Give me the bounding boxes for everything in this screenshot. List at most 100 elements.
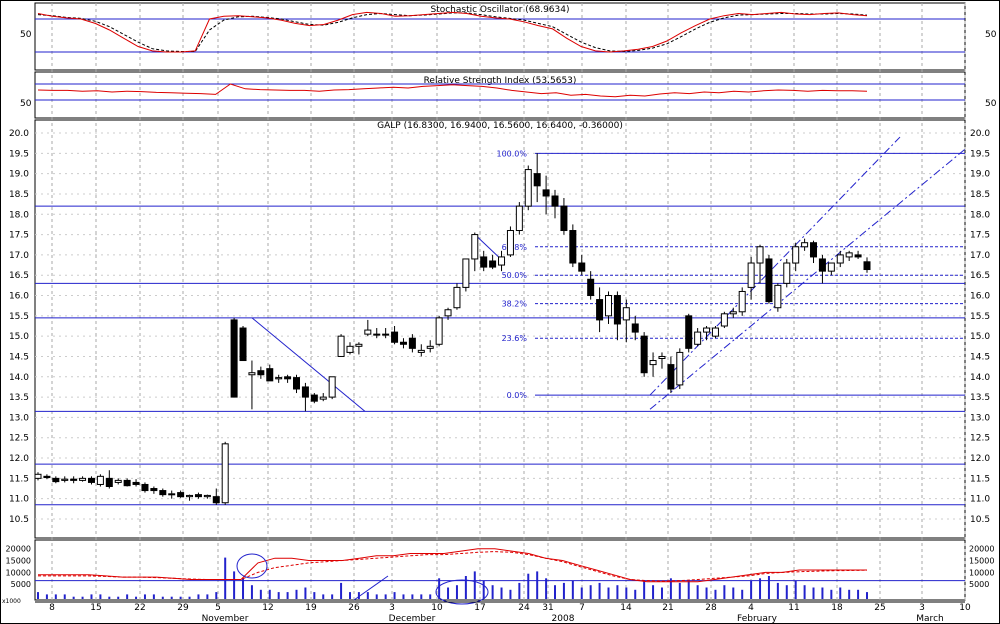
candle-body bbox=[676, 351, 684, 386]
volume-tick-right: 5000 bbox=[969, 580, 989, 589]
candle-body bbox=[275, 377, 283, 380]
candle-body bbox=[248, 372, 256, 376]
y-tick-right: 19.0 bbox=[970, 170, 990, 180]
x-tick-label: 22 bbox=[134, 603, 145, 613]
volume-tick-left: 5000 bbox=[11, 580, 31, 589]
candle-body bbox=[328, 376, 336, 398]
candle-body bbox=[221, 443, 229, 504]
candle-body bbox=[212, 496, 220, 504]
candle-body bbox=[123, 479, 131, 487]
x-tick-label: 14 bbox=[620, 603, 632, 613]
trend-line bbox=[251, 317, 366, 412]
fibonacci-label: 61.8% bbox=[502, 243, 528, 252]
y-tick-right: 17.5 bbox=[970, 231, 990, 241]
x-tick-label: 11 bbox=[788, 603, 799, 613]
candle-body bbox=[435, 317, 443, 345]
candle-body bbox=[596, 299, 604, 321]
volume-ma-fast bbox=[38, 548, 867, 583]
candle-body bbox=[631, 323, 639, 333]
candle-body bbox=[801, 242, 809, 248]
y-tick-left: 20.0 bbox=[9, 129, 29, 139]
candle-body bbox=[301, 386, 309, 398]
price-title: GALP (16.8300, 16.9400, 16.5600, 16.6400… bbox=[377, 121, 623, 131]
volume-ma-slow bbox=[38, 551, 868, 582]
y-tick-right: 10.5 bbox=[970, 515, 990, 525]
y-tick-left: 10.5 bbox=[9, 515, 29, 525]
volume-tick-right: 10000 bbox=[969, 568, 994, 577]
candle-body bbox=[533, 173, 541, 187]
candle-body bbox=[408, 337, 416, 349]
y-tick-right: 18.5 bbox=[970, 190, 990, 200]
candle-body bbox=[845, 252, 853, 258]
y-tick-left: 15.5 bbox=[9, 312, 29, 322]
volume-highlight-circle bbox=[435, 579, 489, 605]
candle-body bbox=[649, 360, 657, 366]
x-tick-label: 29 bbox=[177, 603, 189, 613]
y-tick-left: 13.0 bbox=[9, 413, 29, 423]
y-tick-left: 17.0 bbox=[9, 251, 29, 261]
candle-body bbox=[203, 494, 211, 498]
candle-body bbox=[551, 195, 559, 207]
candle-body bbox=[738, 290, 746, 313]
candle-body bbox=[587, 278, 595, 297]
candle-body bbox=[150, 488, 158, 492]
y-tick-right: 19.5 bbox=[970, 149, 990, 159]
candle-body bbox=[391, 331, 399, 343]
candle-body bbox=[61, 478, 69, 481]
x-tick-label: 18 bbox=[831, 603, 843, 613]
candle-body bbox=[426, 345, 434, 349]
fibonacci-label: 38.2% bbox=[502, 300, 528, 309]
panel-border bbox=[34, 119, 966, 539]
candle-body bbox=[284, 376, 292, 380]
month-label: December bbox=[389, 614, 436, 624]
fibonacci-label: 0.0% bbox=[507, 391, 528, 400]
x-tick-label: 12 bbox=[262, 603, 273, 613]
y-tick-right: 15.0 bbox=[970, 332, 990, 342]
volume-panel bbox=[35, 548, 965, 605]
x-tick-label: 10 bbox=[959, 603, 971, 613]
volume-tick-left: 15000 bbox=[6, 557, 31, 566]
y-tick-left: 14.0 bbox=[9, 373, 29, 383]
candle-body bbox=[542, 189, 550, 197]
candle-body bbox=[863, 261, 871, 271]
volume-tick-left: 10000 bbox=[6, 568, 31, 577]
y-tick-right: 11.5 bbox=[970, 474, 990, 484]
candle-body bbox=[729, 311, 737, 315]
y-tick-right: 17.0 bbox=[970, 251, 990, 261]
y-tick-right: 12.0 bbox=[970, 454, 990, 464]
volume-unit-label: x1000 bbox=[2, 598, 21, 605]
y-tick-left: 18.0 bbox=[9, 210, 29, 220]
axis-labels: 8 15 22 29 5 12 19 26 3 10 17 24 31 7 14 21 28 4 11 18 25 3 10… bbox=[6, 129, 995, 624]
candle-body bbox=[34, 473, 42, 479]
candle-body bbox=[230, 319, 238, 398]
candle-body bbox=[462, 258, 470, 288]
volume-trend-line bbox=[353, 575, 389, 601]
candle-body bbox=[132, 481, 140, 485]
candle-body bbox=[52, 477, 60, 483]
x-tick-label: 15 bbox=[90, 603, 101, 613]
y-tick-left: 11.5 bbox=[9, 474, 29, 484]
candle-body bbox=[694, 331, 702, 345]
stochastic-title: Stochastic Oscillator (68.9634) bbox=[430, 5, 569, 15]
month-label: 2008 bbox=[552, 614, 575, 624]
volume-tick-right: 20000 bbox=[969, 545, 994, 554]
rsi-line bbox=[37, 83, 868, 98]
y-tick-left: 16.0 bbox=[9, 292, 29, 302]
candle-body bbox=[854, 254, 862, 258]
candle-body bbox=[239, 327, 247, 362]
candle-body bbox=[141, 483, 149, 492]
candle-body bbox=[168, 493, 176, 496]
month-label: November bbox=[202, 614, 249, 624]
x-tick-label: 3 bbox=[389, 603, 395, 613]
y-tick-left: 17.5 bbox=[9, 231, 29, 241]
y-tick-right: 16.5 bbox=[970, 271, 990, 281]
candle-body bbox=[658, 355, 666, 360]
y-tick-left: 19.5 bbox=[9, 149, 29, 159]
candle-body bbox=[471, 234, 479, 260]
rsi-y-tick-right: 50 bbox=[985, 99, 997, 109]
candle-body bbox=[685, 315, 693, 349]
candle-body bbox=[310, 394, 318, 402]
month-label: March bbox=[916, 614, 943, 624]
rsi-title: Relative Strength Index (53.5653) bbox=[424, 76, 577, 86]
candle-body bbox=[836, 254, 844, 264]
